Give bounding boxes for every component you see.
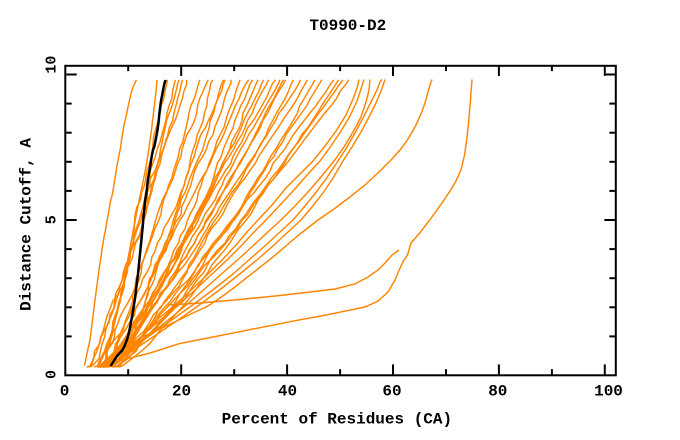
svg-text:5: 5 xyxy=(44,215,61,224)
svg-text:T0990-D2: T0990-D2 xyxy=(309,17,386,35)
svg-text:Percent of Residues (CA): Percent of Residues (CA) xyxy=(222,411,452,429)
svg-text:60: 60 xyxy=(382,382,401,400)
svg-text:Distance Cutoff, A: Distance Cutoff, A xyxy=(18,138,36,311)
svg-text:20: 20 xyxy=(172,382,191,400)
svg-text:40: 40 xyxy=(278,382,297,400)
svg-text:100: 100 xyxy=(594,382,623,400)
svg-text:80: 80 xyxy=(488,382,507,400)
svg-text:0: 0 xyxy=(44,370,61,379)
svg-text:10: 10 xyxy=(44,56,61,74)
svg-text:0: 0 xyxy=(60,382,70,400)
